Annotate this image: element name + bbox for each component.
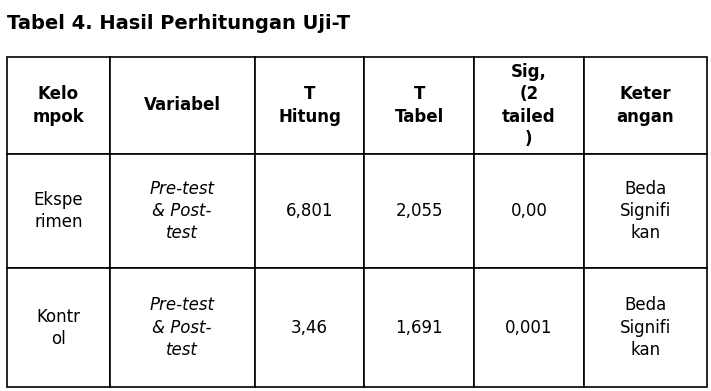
Text: Pre-test
& Post-
test: Pre-test & Post- test: [150, 296, 215, 359]
Bar: [7, 57, 109, 154]
Bar: [255, 57, 364, 154]
Text: Beda
Signifi
kan: Beda Signifi kan: [620, 180, 671, 242]
Text: T
Tabel: T Tabel: [395, 85, 444, 126]
Text: Ekspe
rimen: Ekspe rimen: [33, 191, 83, 231]
Bar: [109, 268, 255, 387]
Text: 2,055: 2,055: [395, 202, 443, 220]
Text: 1,691: 1,691: [395, 319, 443, 337]
Text: Sig,
(2
tailed
): Sig, (2 tailed ): [502, 63, 555, 148]
Text: Kontr
ol: Kontr ol: [36, 307, 80, 348]
Text: 6,801: 6,801: [286, 202, 333, 220]
Text: 0,00: 0,00: [510, 202, 547, 220]
Text: 0,001: 0,001: [505, 319, 552, 337]
Text: Pre-test
& Post-
test: Pre-test & Post- test: [150, 180, 215, 242]
Text: Tabel 4. Hasil Perhitungan Uji-T: Tabel 4. Hasil Perhitungan Uji-T: [7, 14, 351, 33]
Bar: [7, 154, 109, 268]
Bar: [474, 57, 584, 154]
Bar: [7, 268, 109, 387]
Bar: [255, 154, 364, 268]
Bar: [364, 154, 474, 268]
Bar: [584, 154, 707, 268]
Bar: [584, 57, 707, 154]
Bar: [474, 154, 584, 268]
Bar: [109, 154, 255, 268]
Text: Beda
Signifi
kan: Beda Signifi kan: [620, 296, 671, 359]
Bar: [584, 268, 707, 387]
Bar: [255, 268, 364, 387]
Text: 3,46: 3,46: [291, 319, 328, 337]
Text: T
Hitung: T Hitung: [278, 85, 341, 126]
Text: Keter
angan: Keter angan: [616, 85, 674, 126]
Bar: [364, 268, 474, 387]
Bar: [364, 57, 474, 154]
Text: Variabel: Variabel: [144, 97, 220, 115]
Bar: [474, 268, 584, 387]
Text: Kelo
mpok: Kelo mpok: [33, 85, 85, 126]
Bar: [109, 57, 255, 154]
